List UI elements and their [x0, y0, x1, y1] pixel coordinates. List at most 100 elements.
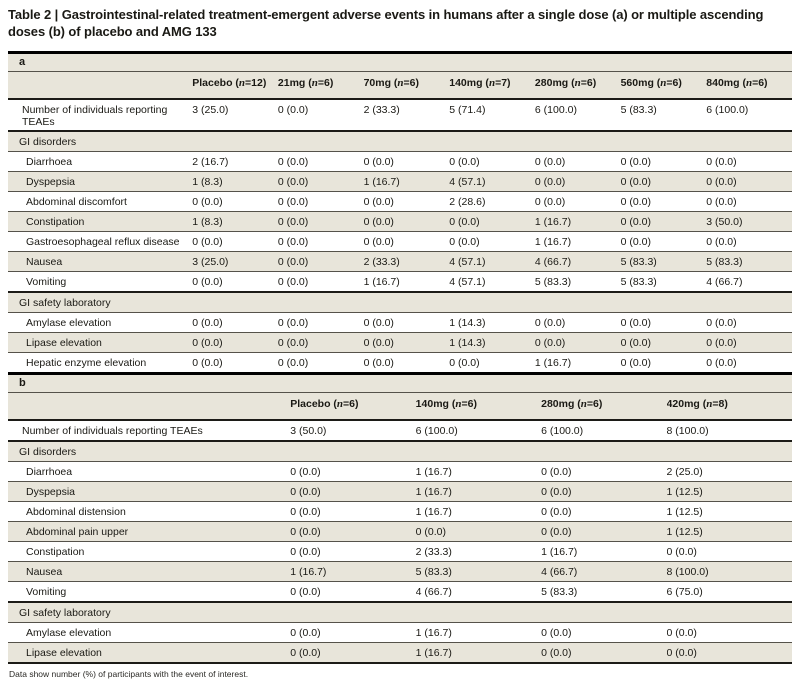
row-label: Diarrhoea — [8, 151, 193, 172]
value-cell: 0 (0.0) — [277, 98, 364, 132]
table-row: Abdominal pain upper 0 (0.0) 0 (0.0) 0 (0.0… — [8, 521, 792, 542]
value-cell: 0 (0.0) — [706, 191, 792, 212]
n-variable: n — [238, 77, 246, 90]
column-header-empty — [8, 71, 193, 101]
n-variable: n — [397, 77, 404, 90]
row-label: Constipation — [8, 541, 291, 562]
value-cell: 0 (0.0) — [277, 332, 364, 353]
value-cell: 1 (16.7) — [415, 461, 542, 482]
value-cell: 0 (0.0) — [192, 191, 278, 212]
value-cell: 0 (0.0) — [541, 642, 667, 664]
value-cell: 0 (0.0) — [534, 151, 621, 172]
column-header: 140mg (n=7) — [449, 71, 535, 101]
value-cell: 1 (12.5) — [666, 501, 792, 522]
n-variable: n — [745, 77, 753, 90]
value-cell: 4 (57.1) — [449, 271, 535, 293]
table-title: Table 2 | Gastrointestinal-related treat… — [8, 7, 764, 39]
value-cell: 0 (0.0) — [192, 312, 278, 333]
value-cell: 4 (57.1) — [449, 171, 535, 192]
value-cell: 0 (0.0) — [277, 251, 364, 272]
value-cell: 0 (0.0) — [192, 352, 278, 373]
value-cell: 0 (0.0) — [706, 312, 792, 333]
row-label: Abdominal distension — [8, 501, 291, 522]
value-cell: 1 (16.7) — [541, 541, 667, 562]
row-label: Hepatic enzyme elevation — [8, 352, 193, 373]
row-label: Amylase elevation — [8, 312, 193, 333]
section-header-row: GI safety laboratory — [8, 601, 792, 623]
value-cell: 0 (0.0) — [192, 231, 278, 252]
value-cell: 1 (16.7) — [534, 352, 621, 373]
table-row: Dyspepsia 0 (0.0) 1 (16.7) 0 (0.0) 1 (12.5) — [8, 481, 792, 502]
table-footnote: Data show number (%) of participants wit… — [9, 669, 249, 680]
table-row: Vomiting 0 (0.0) 0 (0.0) 1 (16.7) 4 (57.1) 5 … — [8, 271, 792, 293]
n-variable: n — [580, 398, 587, 411]
column-header-row: Placebo (n=6) 140mg (n=6) 280mg (n=6) 420mg… — [8, 392, 792, 422]
value-cell: 4 (66.7) — [534, 251, 621, 272]
value-cell: 0 (0.0) — [449, 151, 535, 172]
value-cell: 0 (0.0) — [620, 211, 707, 232]
value-cell: 5 (83.3) — [706, 251, 792, 272]
row-label: Dyspepsia — [8, 481, 291, 502]
table-row: Constipation 0 (0.0) 2 (33.3) 1 (16.7) 0 (0.… — [8, 541, 792, 562]
value-cell: 0 (0.0) — [290, 642, 416, 664]
value-cell: 0 (0.0) — [290, 501, 416, 522]
column-header-row: Placebo (n=12) 21mg (n=6) 70mg (n=6) 140mg … — [8, 71, 792, 101]
row-label: Dyspepsia — [8, 171, 193, 192]
row-label: Diarrhoea — [8, 461, 291, 482]
value-cell: 1 (8.3) — [192, 171, 278, 192]
value-cell: 0 (0.0) — [541, 501, 667, 522]
value-cell: 0 (0.0) — [706, 332, 792, 353]
table-row: Lipase elevation 0 (0.0) 0 (0.0) 0 (0.0) 1 (… — [8, 332, 792, 353]
value-cell: 1 (16.7) — [415, 501, 542, 522]
value-cell: 0 (0.0) — [666, 541, 792, 562]
value-cell: 1 (12.5) — [666, 481, 792, 502]
value-cell: 0 (0.0) — [541, 481, 667, 502]
table-row: Amylase elevation 0 (0.0) 0 (0.0) 0 (0.0) 1 … — [8, 312, 792, 333]
value-cell: 1 (16.7) — [415, 642, 542, 664]
value-cell: 0 (0.0) — [620, 151, 707, 172]
value-cell: 5 (83.3) — [415, 561, 542, 582]
n-variable: n — [455, 398, 462, 411]
value-cell: 0 (0.0) — [534, 332, 621, 353]
value-cell: 5 (83.3) — [534, 271, 621, 293]
table-row: Constipation 1 (8.3) 0 (0.0) 0 (0.0) 0 (0.0)… — [8, 211, 792, 232]
n-variable: n — [706, 398, 713, 411]
value-cell: 0 (0.0) — [192, 271, 278, 293]
table-row: Dyspepsia 1 (8.3) 0 (0.0) 1 (16.7) 4 (57.1) 0… — [8, 171, 792, 192]
value-cell: 0 (0.0) — [290, 461, 416, 482]
value-cell: 1 (8.3) — [192, 211, 278, 232]
table-row: Abdominal discomfort 0 (0.0) 0 (0.0) 0 (0.0… — [8, 191, 792, 212]
value-cell: 0 (0.0) — [706, 231, 792, 252]
section-header-row: GI safety laboratory — [8, 291, 792, 313]
row-label: Amylase elevation — [8, 622, 291, 643]
value-cell: 1 (16.7) — [534, 211, 621, 232]
table-row: Diarrhoea 2 (16.7) 0 (0.0) 0 (0.0) 0 (0.0) 0 … — [8, 151, 792, 172]
value-cell: 5 (83.3) — [620, 271, 707, 293]
table-row: Nausea 1 (16.7) 5 (83.3) 4 (66.7) 8 (100.0) — [8, 561, 792, 582]
value-cell: 0 (0.0) — [706, 171, 792, 192]
value-cell: 0 (0.0) — [541, 461, 667, 482]
value-cell: 0 (0.0) — [449, 231, 535, 252]
value-cell: 1 (12.5) — [666, 521, 792, 542]
value-cell: 0 (0.0) — [541, 622, 667, 643]
panel-label: a — [8, 52, 792, 72]
value-cell: 0 (0.0) — [666, 622, 792, 643]
value-cell: 2 (25.0) — [666, 461, 792, 482]
column-header: 70mg (n=6) — [363, 71, 450, 101]
value-cell: 6 (75.0) — [666, 581, 792, 603]
table-row: Gastroesophageal reflux disease 0 (0.0) 0 … — [8, 231, 792, 252]
table-row: Amylase elevation 0 (0.0) 1 (16.7) 0 (0.0) 0… — [8, 622, 792, 643]
row-label: Nausea — [8, 251, 193, 272]
section-header: GI safety laboratory — [8, 291, 792, 313]
value-cell: 0 (0.0) — [290, 622, 416, 643]
value-cell: 0 (0.0) — [449, 352, 535, 373]
value-cell: 0 (0.0) — [620, 312, 707, 333]
value-cell: 5 (71.4) — [449, 98, 535, 132]
n-variable: n — [336, 398, 344, 411]
table-row: Number of individuals reporting TEAEs 3 (… — [8, 419, 792, 442]
column-header: 280mg (n=6) — [541, 392, 667, 422]
adverse-events-table-b: b Placebo (n=6) 140mg (n=6) 280mg (n=6) 420m… — [8, 372, 792, 665]
value-cell: 0 (0.0) — [706, 352, 792, 373]
row-label: Number of individuals reporting TEAEs — [8, 419, 291, 442]
